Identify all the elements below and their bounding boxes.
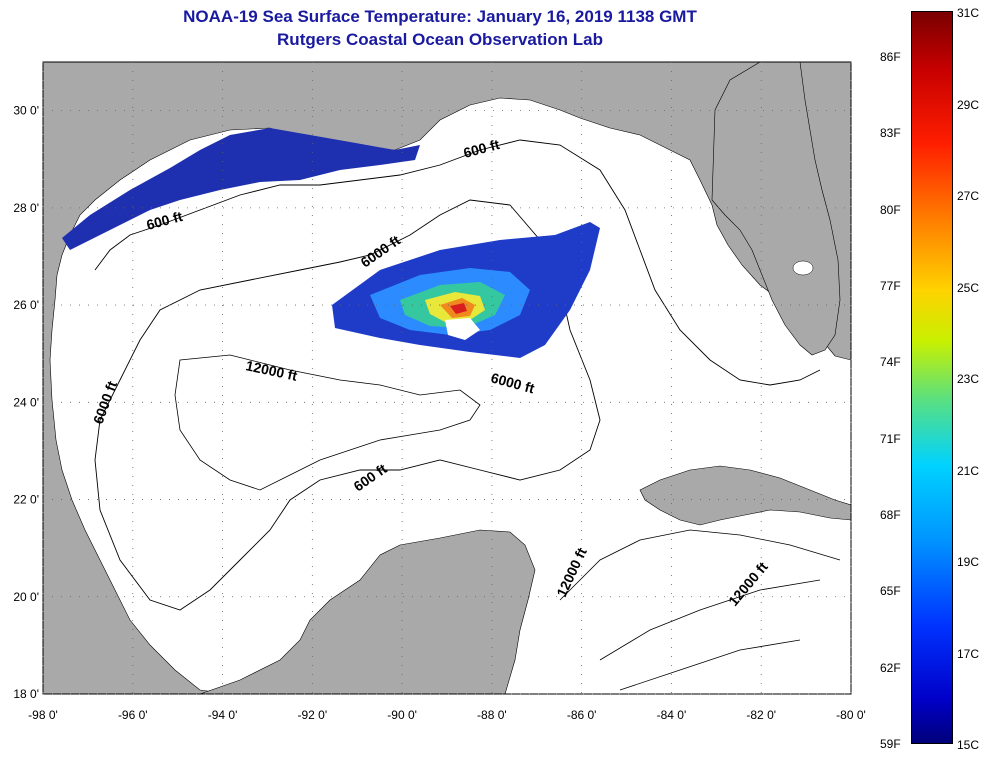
axis-ticks: 30 0' 28 0' 26 0' 24 0' 22 0' 20 0' 18 0' -98 0… [13,104,865,722]
colorbar-f-label: 74F [880,355,901,370]
lon-tick-label: -86 0' [567,708,597,722]
land-florida [711,62,841,356]
lat-tick-label: 30 0' [13,104,39,118]
land-mexico-south [199,529,536,694]
lake-okeechobee [792,260,814,276]
map-title: NOAA-19 Sea Surface Temperature: January… [183,7,697,26]
colorbar-c-label: 23C [957,372,980,386]
contour-600ft [94,139,821,386]
lon-tick-label: -90 0' [387,708,417,722]
land-cuba [639,465,851,526]
contour-6000ft [94,199,601,611]
colorbar-f-label: 83F [880,126,901,141]
lat-tick-label: 18 0' [13,687,39,701]
colorbar-f-label: 68F [880,508,901,522]
lon-tick-label: -82 0' [746,708,776,722]
lon-tick-label: -84 0' [657,708,687,722]
temperature-colorbar [911,11,953,744]
colorbar-c-label: 15C [957,738,980,752]
colorbar-c-label: 31C [957,6,980,20]
colorbar-f-label: 86F [880,50,901,64]
lat-tick-label: 28 0' [13,201,39,215]
colorbar-c-label: 17C [957,646,980,661]
colorbar-c-label: 25C [957,280,980,295]
lat-tick-label: 24 0' [13,395,39,409]
graticule [42,62,852,695]
contour-12000ft [174,354,481,491]
lon-tick-label: -94 0' [208,708,238,722]
colorbar-c-label: 19C [957,555,980,569]
colorbar-f-label: 80F [880,202,901,217]
sst-cold-shelf [62,128,420,250]
lon-tick-label: -92 0' [298,708,328,722]
lon-tick-label: -98 0' [28,708,58,722]
colorbar-f-label: 62F [880,660,901,675]
lat-tick-label: 20 0' [13,590,39,604]
colorbar-c-label: 27C [957,189,980,203]
lat-tick-label: 26 0' [13,298,39,312]
contour-caribbean [559,529,841,691]
lon-tick-label: -80 0' [836,708,866,722]
colorbar-f-label: 71F [880,431,901,446]
sst-swath [332,222,600,358]
lat-tick-label: 22 0' [13,493,39,507]
lon-tick-label: -96 0' [118,708,148,722]
colorbar-f-label: 65F [880,584,901,599]
map-subtitle: Rutgers Coastal Ocean Observation Lab [277,30,603,49]
lon-tick-label: -88 0' [477,708,507,722]
colorbar-c-label: 21C [957,463,980,478]
colorbar-c-label: 29C [957,97,980,112]
colorbar-f-label: 59F [880,737,901,751]
colorbar-f-label: 77F [880,279,901,293]
